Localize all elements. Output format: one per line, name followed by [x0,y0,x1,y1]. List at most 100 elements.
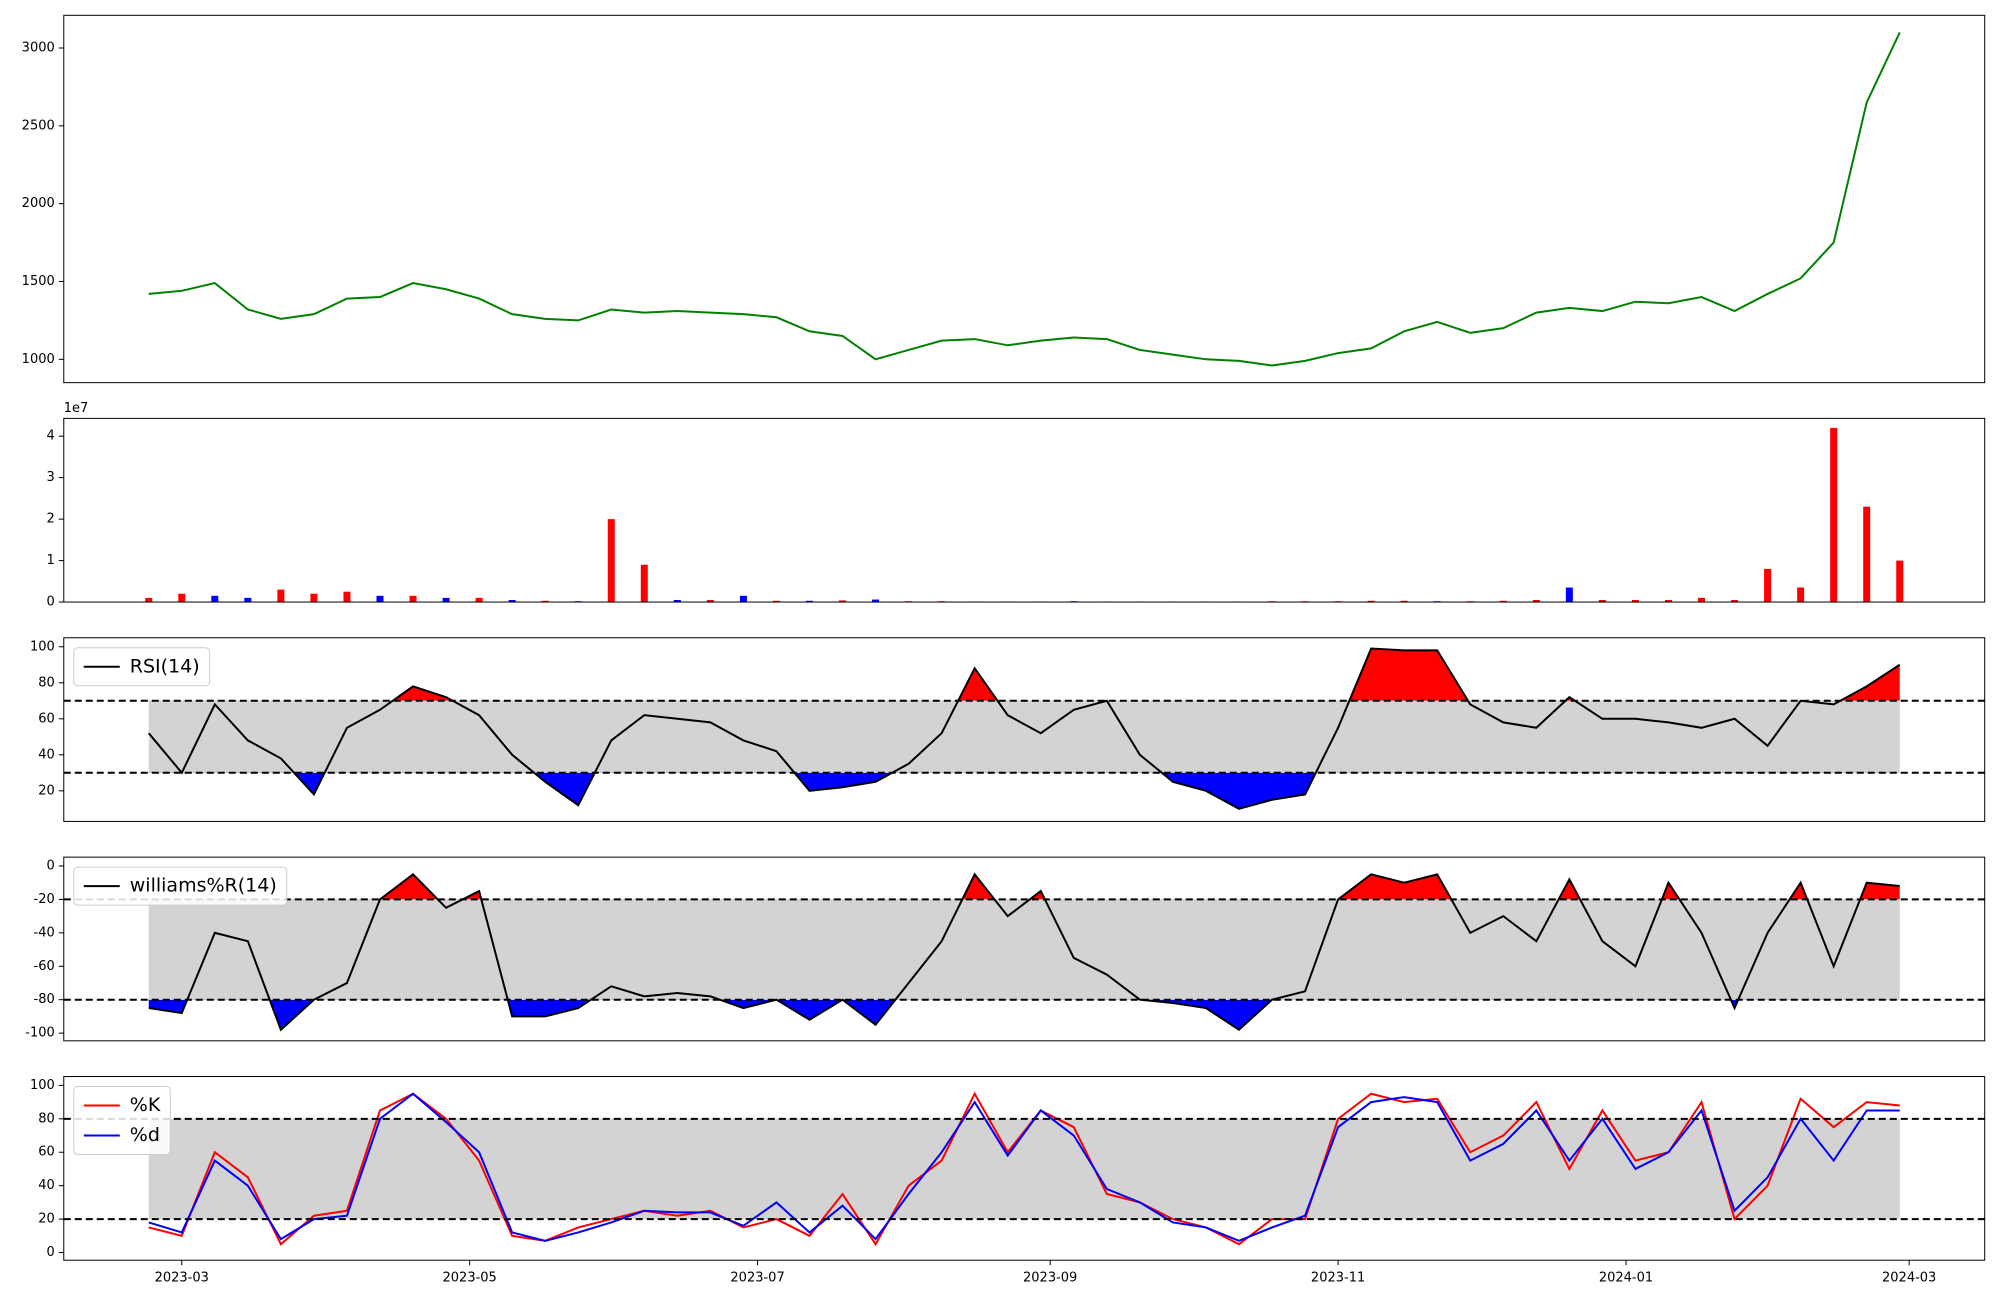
bar [839,600,847,603]
y-tick-label: 3000 [22,40,55,55]
bar [640,564,648,603]
y-tick-label: 100 [30,1078,55,1093]
legend-label: %K [130,1094,161,1116]
legend-label: %d [130,1124,160,1146]
y-tick-label: 60 [38,1145,55,1160]
legend-box [73,1086,171,1156]
bar [1731,599,1739,603]
bar [343,591,351,603]
legend-label: RSI(14) [130,655,200,677]
bar [145,597,153,603]
y-tick-label: 1000 [22,352,55,367]
bar [178,593,186,603]
bar [1400,600,1408,603]
bar [244,597,252,603]
threshold-band [148,1118,1900,1220]
bar [541,600,549,603]
bar [442,597,450,603]
zone-fill [148,772,1900,809]
legend: %K %d [73,1086,171,1156]
bar [508,599,516,603]
axis-offset-label: 1e7 [64,401,89,416]
bar [310,593,318,603]
bar [1499,600,1507,603]
y-tick-label: -40 [34,925,55,940]
bar [1863,506,1871,603]
y-tick-label: -20 [34,892,55,907]
y-tick-label: 0 [46,595,54,610]
y-tick-label: 3 [46,470,54,485]
bar [805,600,813,603]
x-tick-label: 2024-01 [1599,1271,1653,1286]
line [147,647,1901,810]
y-tick-label: 1500 [22,274,55,289]
bar [1565,587,1573,603]
y-tick-label: 20 [38,783,55,798]
bar [1631,599,1639,603]
x-tick-label: 2024-03 [1882,1271,1936,1286]
legend-label: williams%R(14) [130,875,277,897]
panel: 20 40 60 80 100 RSI(14) [30,637,1986,822]
bar [1698,597,1706,603]
y-tick-label: 2000 [22,196,55,211]
line [148,1092,1900,1242]
y-tick-label: 4 [46,429,54,444]
y-tick-label: 40 [38,1178,55,1193]
y-tick-label: 2 [46,512,54,527]
bar [1896,560,1904,603]
x-tick-label: 2023-11 [1311,1271,1365,1286]
threshold-band [148,700,1900,773]
y-tick-label: 80 [38,1111,55,1126]
legend: williams%R(14) [73,866,288,906]
bar [673,599,681,603]
y-tick-label: 100 [30,639,55,654]
x-tick-label: 2023-09 [1023,1271,1077,1286]
panel: 0 1 2 3 4 1e7 [46,401,1986,610]
frame [63,417,1986,603]
bar [772,600,780,603]
bar [409,595,417,603]
bar [739,595,747,603]
y-tick-label: 0 [46,859,54,874]
panel: 1000 1500 2000 2500 3000 [22,14,1986,384]
y-tick-label: -60 [34,959,55,974]
bar [211,595,219,603]
y-tick-label: -80 [34,992,55,1007]
bar [1367,600,1375,603]
bar [1532,599,1540,603]
frame [63,1076,1986,1261]
y-tick-label: 2500 [22,118,55,133]
x-tick-label: 2023-07 [730,1271,784,1286]
frame [63,637,1986,822]
bar [1764,568,1772,603]
bar [1598,599,1606,603]
line [148,872,1900,1032]
threshold-band [148,899,1900,1000]
line [148,32,1901,367]
bar [1664,599,1672,603]
y-tick-label: 60 [38,711,55,726]
panel: -100 -80 -60 -40 -20 0 williams%R(14) [25,856,1986,1042]
bar [1797,587,1805,603]
bar [706,599,714,603]
panel: 0 20 40 60 80 100 2023-03 2023-05 2023-07 2023-09… [30,1076,1986,1286]
bar [376,595,384,603]
x-tick-label: 2023-05 [443,1271,497,1286]
legend-box [73,866,288,906]
bar [277,589,285,603]
y-tick-label: 80 [38,675,55,690]
x-tick-label: 2023-03 [155,1271,209,1286]
frame [63,856,1986,1042]
y-tick-label: 20 [38,1212,55,1227]
legend: RSI(14) [73,647,211,687]
bar [1830,427,1838,603]
bar [475,597,483,603]
frame [63,14,1986,384]
legend-box [73,647,211,687]
bar [872,599,880,603]
bar [607,519,615,603]
y-tick-label: 40 [38,747,55,762]
y-tick-label: 1 [46,553,54,568]
